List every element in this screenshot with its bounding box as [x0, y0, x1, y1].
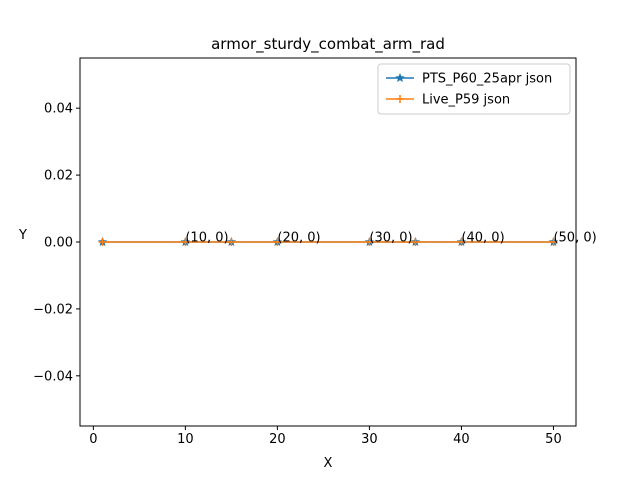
- plot-area: 0 10 20 30 40 50 −0.04 −0.02 0.00 0.02 0.04 (10, 0)…: [33, 57, 597, 447]
- x-tick-label: 10: [177, 432, 194, 447]
- legend-marker-1: [395, 73, 405, 83]
- data-annotation: (20, 0): [277, 231, 320, 246]
- legend-label-1: PTS_P60_25apr json: [422, 72, 552, 87]
- y-axis-title: Y: [18, 228, 27, 243]
- y-tick-label: 0.04: [44, 102, 73, 117]
- series-2-point: [273, 238, 282, 246]
- chart-title: armor_sturdy_combat_arm_rad: [211, 35, 445, 54]
- data-annotation: (50, 0): [553, 231, 596, 246]
- y-tick-label: −0.02: [33, 302, 73, 317]
- x-tick-label: 30: [361, 432, 378, 447]
- x-tick-label: 50: [545, 432, 562, 447]
- series-2-point: [549, 238, 558, 246]
- x-axis-title: X: [324, 456, 333, 471]
- legend-marker-2: [396, 95, 404, 103]
- x-tick-label: 40: [453, 432, 470, 447]
- series-2-point: [181, 238, 190, 246]
- y-tick-label: 0.00: [44, 236, 73, 251]
- legend: PTS_P60_25apr json Live_P59 json: [377, 63, 571, 115]
- x-tick-label: 20: [269, 432, 286, 447]
- data-annotation: (40, 0): [461, 231, 504, 246]
- series-2-point: [227, 238, 236, 246]
- series-2-point: [365, 238, 374, 246]
- x-tick-label: 0: [89, 432, 97, 447]
- y-tick-label: 0.02: [44, 169, 73, 184]
- legend-box: [377, 63, 571, 115]
- data-annotation: (10, 0): [185, 231, 228, 246]
- series-2-point: [411, 238, 420, 246]
- series-2-point: [457, 238, 466, 246]
- y-tick-label: −0.04: [33, 369, 73, 384]
- data-annotation: (30, 0): [369, 231, 412, 246]
- legend-label-2: Live_P59 json: [422, 93, 510, 108]
- series-2-point: [98, 238, 107, 246]
